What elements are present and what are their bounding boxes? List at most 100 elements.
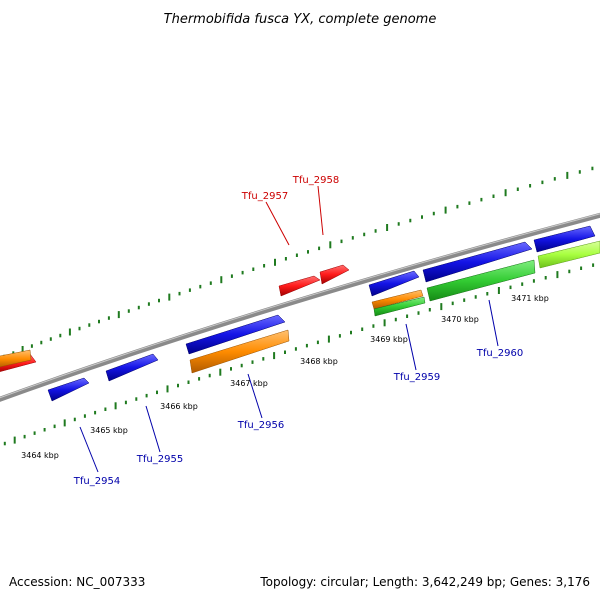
kbp-label-3469: 3469 kbp	[370, 335, 408, 344]
lower-minor-tick	[43, 428, 46, 432]
upper-minor-tick	[284, 257, 287, 261]
lower-major-tick	[497, 287, 500, 294]
lower-minor-tick	[451, 301, 454, 306]
orange-gene-feature[interactable]	[0, 349, 32, 368]
red-gene-tfu-2958[interactable]	[319, 264, 350, 285]
lower-minor-tick	[94, 410, 97, 415]
blue-gene-tfu-2954[interactable]	[47, 377, 90, 402]
leader-line-tfu-2957	[265, 201, 290, 246]
lower-minor-tick	[33, 431, 36, 435]
orange-gene-tfu-2956[interactable]	[189, 329, 290, 374]
lower-major-tick	[556, 271, 559, 279]
gene-label-tfu-2959[interactable]: Tfu_2959	[393, 372, 440, 383]
lower-minor-tick	[305, 343, 308, 348]
lower-minor-tick	[208, 373, 211, 378]
upper-minor-tick	[468, 201, 471, 205]
lower-minor-tick	[417, 311, 420, 315]
lower-minor-tick	[284, 350, 286, 354]
lower-minor-tick	[145, 393, 148, 398]
upper-major-tick	[68, 328, 71, 336]
accession-text: Accession: NC_007333	[9, 575, 145, 589]
lower-minor-tick	[23, 434, 26, 439]
upper-minor-tick	[432, 211, 435, 216]
upper-minor-tick	[409, 218, 412, 223]
upper-minor-tick	[363, 232, 366, 237]
gene-label-tfu-2956[interactable]: Tfu_2956	[237, 420, 284, 431]
upper-minor-tick	[88, 323, 91, 327]
leader-line-tfu-2959	[405, 323, 417, 371]
upper-major-tick	[21, 346, 24, 353]
blue-gene-tfu-2960[interactable]	[422, 241, 533, 283]
gene-label-tfu-2954[interactable]: Tfu_2954	[73, 476, 120, 487]
lower-minor-tick	[474, 295, 477, 299]
upper-tick-track	[3, 166, 594, 359]
upper-minor-tick	[40, 340, 43, 345]
kbp-label-3468: 3468 kbp	[300, 357, 338, 366]
orange-gene-tfu-2959[interactable]	[371, 289, 424, 310]
lower-minor-tick	[187, 380, 190, 384]
upper-major-tick	[274, 258, 276, 266]
genome-summary-text: Topology: circular; Length: 3,642,249 bp…	[259, 575, 590, 589]
lower-minor-tick	[135, 397, 138, 401]
upper-minor-tick	[137, 305, 140, 310]
upper-minor-tick	[295, 253, 298, 257]
blue-gene-tfu-2956[interactable]	[185, 314, 286, 355]
upper-minor-tick	[553, 177, 556, 181]
map-title: Thermobifida fusca YX, complete genome	[164, 12, 437, 27]
upper-minor-tick	[59, 333, 62, 338]
leader-line-tfu-2954	[79, 426, 99, 473]
upper-minor-tick	[30, 344, 33, 348]
lower-minor-tick	[198, 377, 201, 381]
kbp-label-3470: 3470 kbp	[441, 315, 479, 324]
lower-minor-tick	[592, 263, 595, 267]
lower-minor-tick	[394, 317, 397, 322]
lower-minor-tick	[156, 390, 158, 395]
gene-label-tfu-2957[interactable]: Tfu_2957	[241, 191, 288, 202]
genome-backbone-highlight	[0, 213, 600, 399]
upper-minor-tick	[230, 274, 233, 278]
lower-major-tick	[166, 385, 169, 393]
upper-minor-tick	[12, 351, 15, 355]
upper-minor-tick	[188, 288, 191, 292]
lower-minor-tick	[104, 407, 107, 411]
upper-minor-tick	[127, 309, 130, 313]
upper-minor-tick	[241, 270, 244, 275]
lower-major-tick	[219, 368, 222, 376]
gene-label-tfu-2958[interactable]: Tfu_2958	[292, 175, 339, 186]
gene-label-tfu-2960[interactable]: Tfu_2960	[476, 348, 523, 359]
green-gene-tfu-2960[interactable]	[426, 259, 536, 302]
gene-label-tfu-2955[interactable]: Tfu_2955	[136, 454, 183, 465]
genome-backbone	[0, 212, 600, 402]
upper-minor-tick	[492, 194, 495, 198]
upper-minor-tick	[591, 166, 594, 171]
lower-minor-tick	[251, 360, 254, 364]
kbp-label-3466: 3466 kbp	[160, 402, 198, 411]
lower-minor-tick	[262, 357, 265, 361]
upper-minor-tick	[209, 281, 212, 285]
lower-major-tick	[13, 436, 16, 444]
blue-gene-tfu-2959[interactable]	[368, 270, 420, 297]
blue-gene-tfu-2955[interactable]	[105, 353, 159, 382]
leader-line-tfu-2960	[488, 299, 499, 347]
upper-minor-tick	[374, 229, 377, 233]
lime-gene-feature[interactable]	[537, 240, 600, 269]
kbp-label-3464: 3464 kbp	[21, 451, 59, 460]
red-gene-tfu-2957[interactable]	[278, 275, 321, 297]
upper-minor-tick	[78, 326, 81, 331]
upper-minor-tick	[541, 180, 544, 185]
lower-minor-tick	[509, 285, 512, 290]
lower-tick-track	[3, 263, 595, 446]
blue-gene-feature-right[interactable]	[533, 225, 596, 253]
leader-line-tfu-2956	[247, 373, 263, 419]
lower-minor-tick	[580, 266, 583, 270]
lower-minor-tick	[240, 363, 243, 368]
green-gene-tfu-2959[interactable]	[373, 296, 426, 317]
upper-minor-tick	[480, 197, 483, 202]
lower-major-tick	[440, 303, 443, 311]
kbp-label-3471: 3471 kbp	[511, 294, 549, 303]
lower-minor-tick	[316, 340, 319, 345]
upper-major-tick	[566, 171, 569, 179]
upper-minor-tick	[263, 264, 266, 268]
kbp-label-3467: 3467 kbp	[230, 379, 268, 388]
